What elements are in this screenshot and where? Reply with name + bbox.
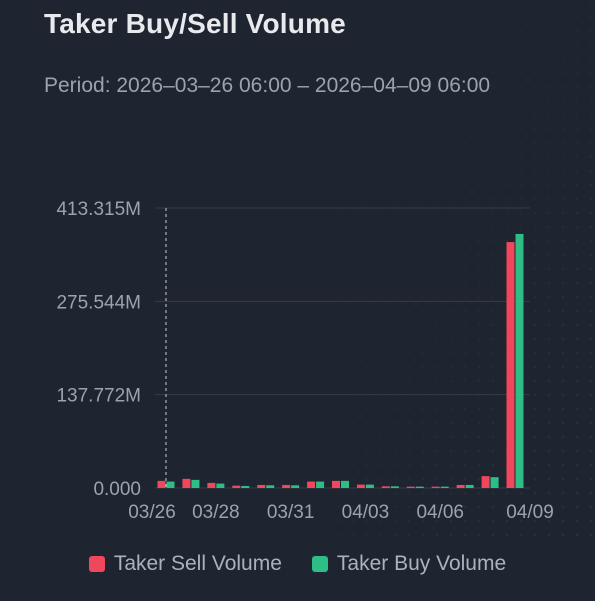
bar-buy [291, 485, 300, 488]
sell-swatch [88, 556, 105, 572]
bar-chart: 0.000 137.772M 275.544M 413.315M 03/26 03/28… [56, 0, 595, 540]
buy-swatch [311, 556, 328, 572]
y-tick-label: 0.000 [93, 479, 141, 500]
chart-title: Taker Buy/Sell Volume [44, 8, 346, 39]
bar-sell [431, 486, 440, 488]
bar-sell [406, 486, 415, 488]
x-tick-label: 03/28 [192, 502, 240, 523]
bar-sell [332, 480, 340, 488]
bar-buy [365, 484, 374, 488]
bar-buy [440, 486, 449, 488]
bar-sell [307, 481, 316, 488]
bar-buy [241, 485, 250, 488]
bar-buy [166, 481, 175, 488]
bar-sell [207, 482, 216, 488]
bar-sell [456, 484, 465, 488]
y-tick-label: 275.544M [56, 292, 141, 313]
legend-sell-label: Taker Sell Volume [113, 552, 282, 575]
legend: Taker Sell Volume Taker Buy Volume [0, 552, 595, 576]
y-tick-label: 137.772M [56, 386, 141, 407]
y-tick-label: 413.315M [56, 199, 141, 220]
legend-item-sell[interactable]: Taker Sell Volume [88, 552, 282, 576]
bar-sell [232, 485, 241, 488]
bar-buy [341, 480, 349, 488]
bar-buy [316, 481, 325, 488]
bar-sell [481, 476, 490, 488]
bar-buy [390, 486, 399, 488]
x-tick-label: 03/26 [128, 502, 176, 523]
watermark-dots [330, 0, 595, 540]
bar-buy [515, 233, 524, 488]
legend-buy-label: Taker Buy Volume [336, 552, 507, 575]
bar-sell [282, 484, 291, 488]
bar-buy [415, 486, 424, 488]
x-tick-label: 04/06 [416, 502, 464, 523]
bar-sell [157, 480, 166, 488]
bar-sell [182, 478, 191, 488]
bar-buy [266, 485, 275, 488]
bar-sell [356, 484, 365, 488]
bar-buy [490, 477, 499, 488]
x-tick-label: 04/09 [506, 502, 554, 523]
bar-buy [465, 484, 474, 488]
bar-sell [381, 486, 390, 488]
legend-item-buy[interactable]: Taker Buy Volume [311, 552, 507, 576]
bar-buy [216, 483, 225, 488]
x-tick-label: 04/03 [342, 502, 390, 523]
bar-buy [191, 479, 200, 488]
bar-sell [506, 242, 515, 488]
bar-sell [257, 484, 266, 488]
x-tick-label: 03/31 [267, 502, 315, 523]
